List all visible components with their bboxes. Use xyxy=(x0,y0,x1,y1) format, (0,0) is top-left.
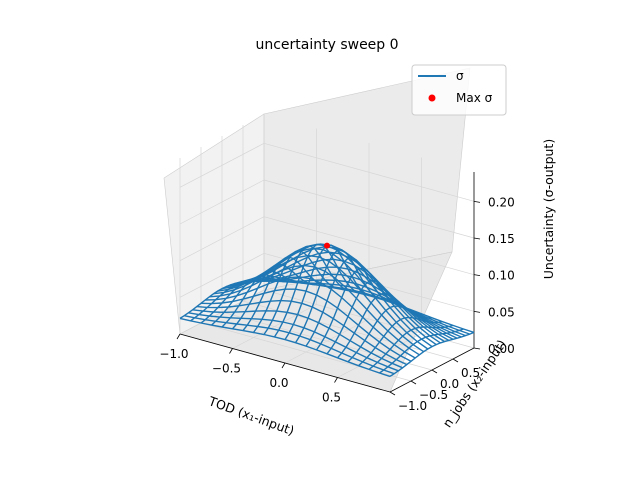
x-tick-label: −0.5 xyxy=(212,362,241,376)
z-tick-label: 0.00 xyxy=(488,342,515,356)
x-tick-mark xyxy=(229,348,233,354)
surface-line-y xyxy=(259,275,471,335)
surface-line-y xyxy=(196,299,408,366)
z-tick-mark xyxy=(473,274,481,277)
y-tick-label: 0.5 xyxy=(461,366,480,380)
x-tick-label: −1.0 xyxy=(159,347,188,361)
y-tick-label: 0.0 xyxy=(440,377,459,391)
y-tick-label: −0.5 xyxy=(419,388,448,402)
legend-max-swatch xyxy=(428,94,436,102)
surface-wireframe xyxy=(179,243,475,378)
x-tick-label: 0.0 xyxy=(269,376,288,390)
surface-line-y xyxy=(205,276,416,359)
surface-line-y xyxy=(200,288,412,362)
tick-labels: −1.0−0.50.00.5−1.0−0.50.00.50.000.050.10… xyxy=(159,195,514,413)
surface-line-y xyxy=(213,254,424,353)
y-tick-label: −1.0 xyxy=(398,399,427,413)
legend-sigma-label: σ xyxy=(456,69,464,83)
surface-line-y xyxy=(192,309,403,369)
z-tick-mark xyxy=(473,310,481,313)
y-tick-mark xyxy=(410,380,417,385)
surface-line-y xyxy=(226,243,437,346)
z-tick-mark xyxy=(473,347,481,350)
x-tick-label: 0.5 xyxy=(322,391,341,405)
legend-frame xyxy=(411,64,507,116)
max-marker-group xyxy=(324,242,330,249)
x-tick-mark xyxy=(281,362,286,369)
legend-max-label: Max σ xyxy=(456,91,493,105)
z-tick-mark xyxy=(473,237,481,240)
surface-line-y xyxy=(179,317,391,378)
max-sigma-marker xyxy=(324,242,330,249)
surface-line-y xyxy=(184,315,395,375)
surface-line-y xyxy=(263,273,475,334)
y-tick-mark xyxy=(452,358,459,363)
chart-title: uncertainty sweep 0 xyxy=(255,37,398,53)
z-tick-label: 0.05 xyxy=(488,305,515,319)
y-tick-mark xyxy=(431,369,438,374)
surface-line-y xyxy=(242,266,454,340)
legend: σ Max σ xyxy=(411,64,507,116)
z-tick-label: 0.15 xyxy=(488,232,515,246)
z-axis-label: Uncertainty (σ-output) xyxy=(541,139,556,279)
z-tick-mark xyxy=(473,200,481,203)
x-tick-mark xyxy=(334,377,338,383)
surface-line-y xyxy=(188,312,399,372)
x-tick-mark xyxy=(176,333,181,340)
y-tick-mark xyxy=(389,391,396,396)
surface-line-y xyxy=(209,264,420,356)
z-tick-label: 0.10 xyxy=(488,269,515,283)
z-tick-label: 0.20 xyxy=(488,195,515,209)
